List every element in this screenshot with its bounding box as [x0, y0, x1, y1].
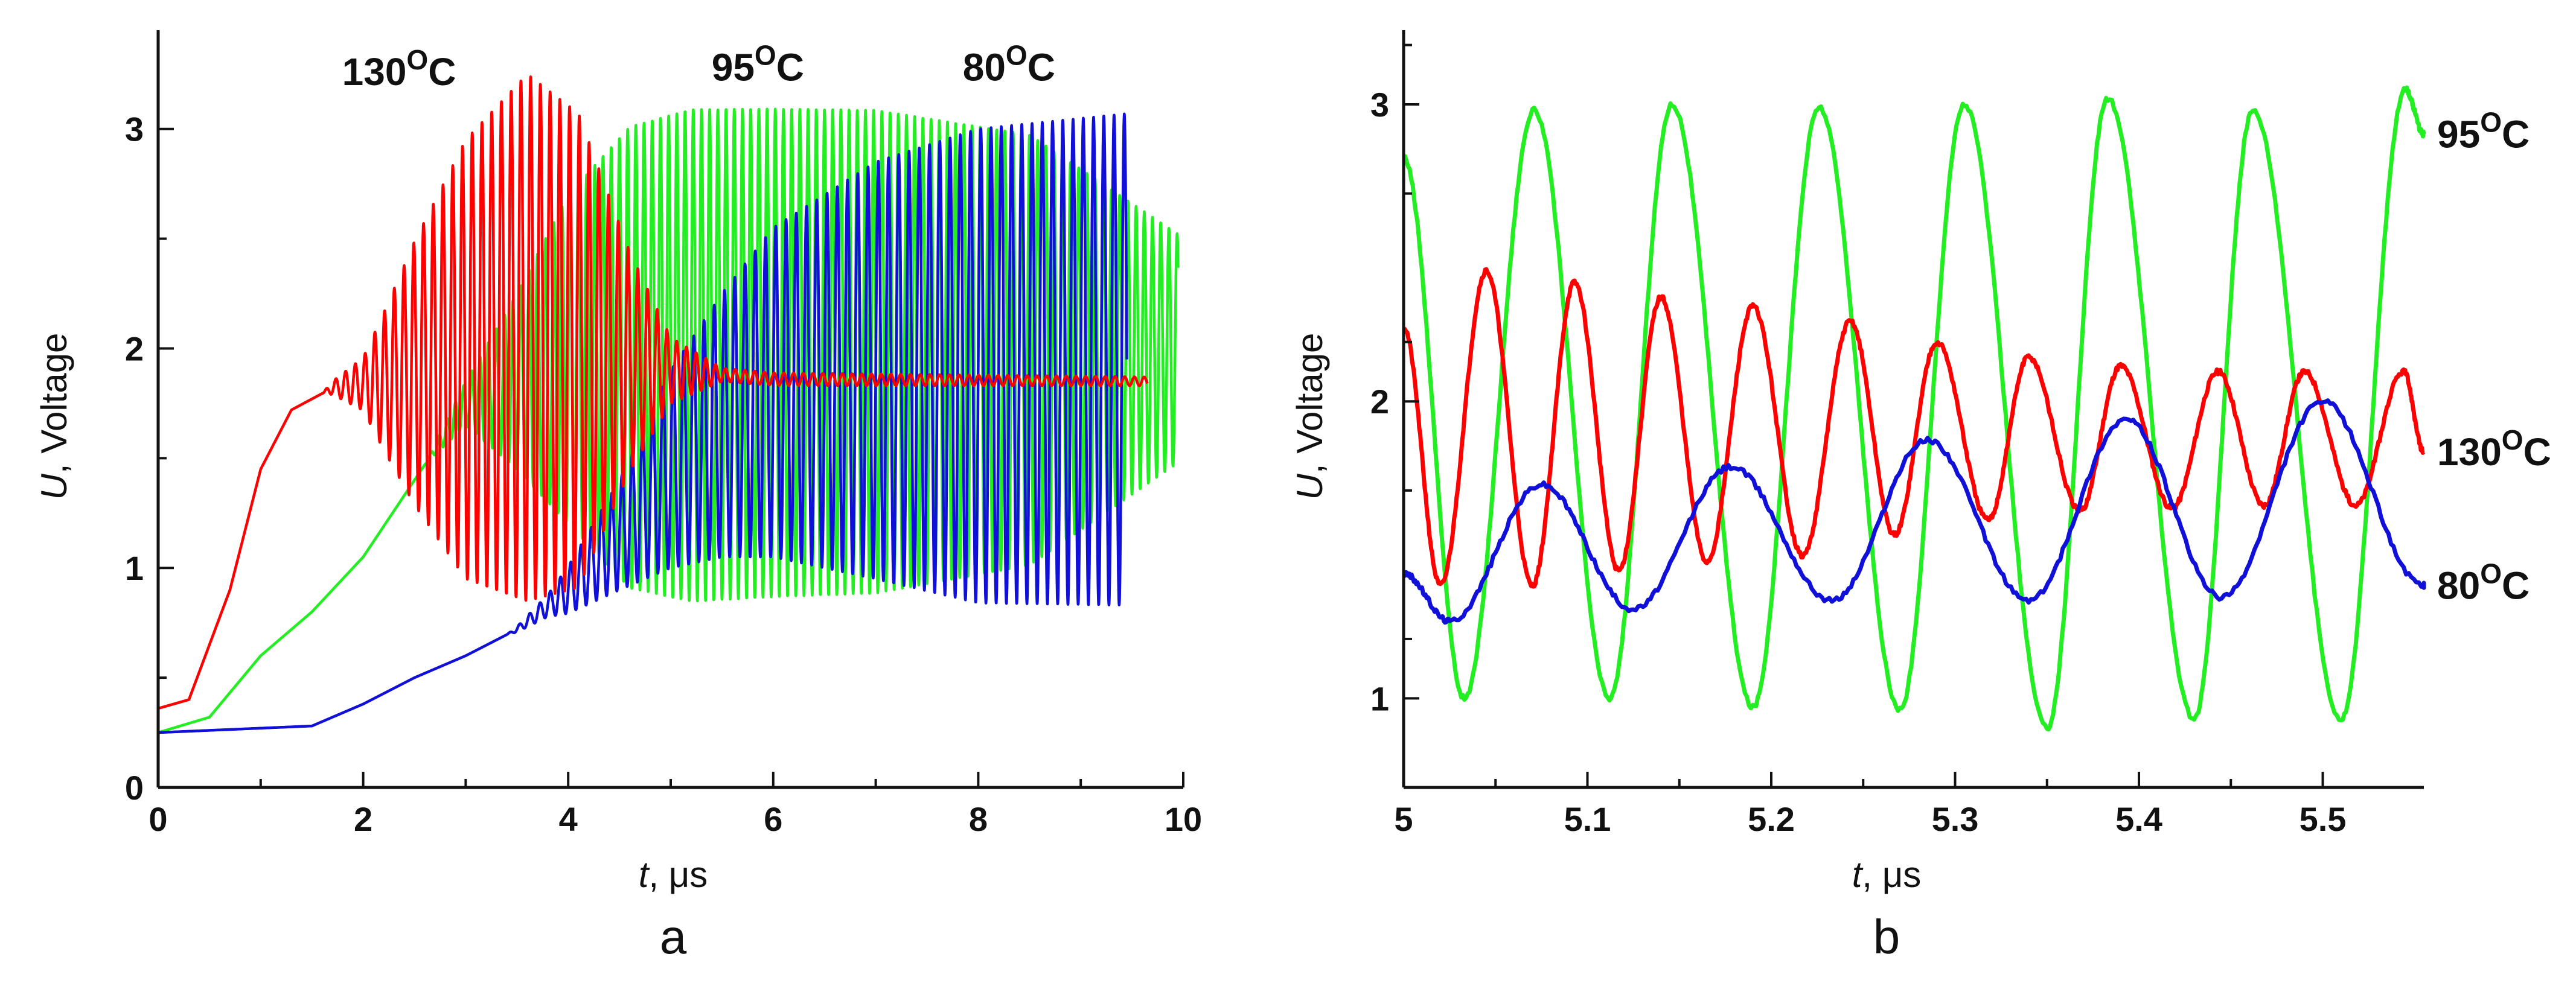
panel-a-ytick-label: 2	[125, 329, 144, 367]
panel-b-ytick-label: 2	[1370, 383, 1389, 421]
panel-a-series	[157, 75, 1180, 734]
panel-b-ytick-label: 3	[1370, 86, 1389, 124]
panel-b-ytick-label: 1	[1370, 679, 1389, 717]
panel-b-label: b	[1873, 910, 1900, 964]
panel-a-xtick-label: 2	[354, 800, 372, 838]
panel-a-ytick-label: 0	[125, 769, 144, 807]
panel-a-series-label: 95OC	[712, 40, 804, 89]
panel-a-xtick-label: 10	[1165, 800, 1202, 838]
panel-b-xtick-label: 5.1	[1564, 800, 1611, 838]
panel-b-axes: 5 5.1 5.2 5.3 5.4 5.5 1 2 3	[1370, 30, 2424, 838]
panel-b-series-red	[1402, 267, 2426, 589]
panel-a-annotations: 130OC 95OC 80OC	[342, 40, 1055, 94]
panel-a-label: a	[660, 910, 687, 964]
panel-a-ylabel: U, Voltage	[34, 333, 74, 500]
panel-b-xtick-label: 5.2	[1748, 800, 1795, 838]
panel-a-axes: 0 2 4 6 8 10 0 1 2 3	[125, 30, 1202, 838]
panel-a-xtick-label: 0	[149, 800, 167, 838]
panel-a-ytick-label: 3	[125, 110, 144, 148]
panel-a-series-label: 80OC	[963, 40, 1055, 89]
panel-a-series-red	[157, 75, 1149, 710]
panel-b-ylabel: U, Voltage	[1290, 333, 1330, 500]
panel-b-xtick-label: 5.5	[2300, 800, 2347, 838]
panel-b-series	[1402, 85, 2426, 732]
panel-b-xlabel: t, μs	[1852, 854, 1922, 895]
panel-a-xtick-label: 4	[559, 800, 578, 838]
panel-b-series-label: 80OC	[2437, 558, 2530, 607]
panel-b-series-green	[1402, 85, 2426, 732]
panel-b-xtick-label: 5	[1394, 800, 1413, 838]
panel-b-series-label: 95OC	[2437, 106, 2530, 156]
panel-a-ytick-label: 1	[125, 549, 144, 587]
panel-a-series-label: 130OC	[342, 44, 456, 94]
panel-a: 0 2 4 6 8 10 0 1 2 3 130OC 95OC 80OC t, μs U, Volta…	[34, 30, 1202, 964]
panel-b-annotations: 95OC 130OC 80OC	[2437, 106, 2551, 607]
panel-a-xtick-label: 6	[764, 800, 782, 838]
panel-b-series-label: 130OC	[2437, 424, 2551, 474]
panel-a-xtick-label: 8	[969, 800, 988, 838]
panel-b-xtick-label: 5.4	[2115, 800, 2162, 838]
panel-b-xtick-label: 5.3	[1932, 800, 1979, 838]
panel-b-series-blue	[1402, 398, 2426, 625]
panel-a-xlabel: t, μs	[639, 854, 708, 895]
